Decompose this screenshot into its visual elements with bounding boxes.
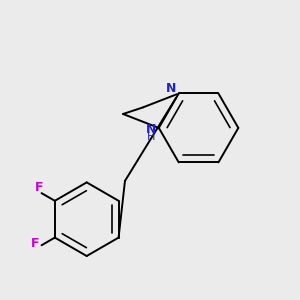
Text: F: F xyxy=(31,237,39,250)
Text: H: H xyxy=(146,132,155,142)
Text: N: N xyxy=(166,82,176,95)
Text: F: F xyxy=(35,181,44,194)
Text: N: N xyxy=(146,123,156,136)
